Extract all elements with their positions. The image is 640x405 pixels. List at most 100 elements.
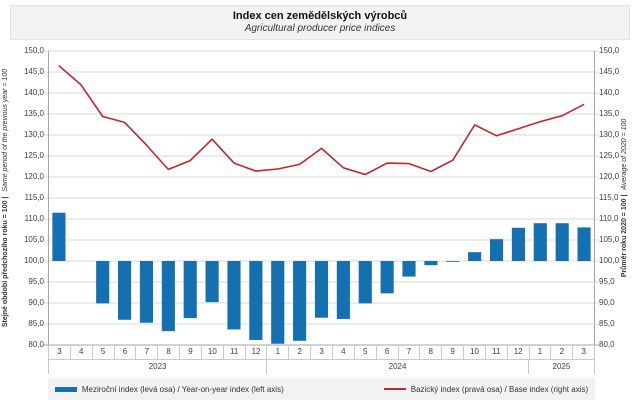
x-month-2023-3: 3 xyxy=(49,345,71,359)
y-tick-right: 85,0 xyxy=(599,319,615,328)
x-month-2023-4: 4 xyxy=(71,345,93,359)
x-month-2023-8: 8 xyxy=(158,345,181,359)
y-tick-right: 150,0 xyxy=(599,46,620,55)
x-year-2025: 2025 xyxy=(529,360,595,374)
bar-2024-6 xyxy=(380,261,394,294)
x-month-2024-9: 9 xyxy=(442,345,465,359)
y-tick-left: 110,0 xyxy=(24,214,44,223)
y-tick-left: 120,0 xyxy=(23,172,44,181)
x-axis-year-row: 2023 2024 2025 xyxy=(48,360,595,374)
bar-2024-10 xyxy=(468,252,482,261)
bar-2024-8 xyxy=(424,261,438,266)
y-tick-right: 110,0 xyxy=(599,214,619,223)
y-tick-left: 90,0 xyxy=(28,298,44,307)
x-month-2023-5: 5 xyxy=(93,345,115,359)
chart-title-band: Index cen zemědělských výrobců Agricultu… xyxy=(10,5,630,40)
y-tick-left: 100,0 xyxy=(23,256,44,265)
y-tick-left: 115,0 xyxy=(24,193,44,202)
bar-2024-2 xyxy=(293,261,307,341)
y-tick-left: 150,0 xyxy=(23,46,44,55)
x-month-2023-11: 11 xyxy=(224,345,246,359)
bar-2023-11 xyxy=(227,261,241,330)
y-tick-right: 120,0 xyxy=(599,172,620,181)
bar-2024-11 xyxy=(489,239,504,261)
y-tick-left: 85,0 xyxy=(28,319,44,328)
bar-2023-7 xyxy=(139,261,154,323)
bar-2023-10 xyxy=(205,261,219,303)
x-month-2024-10: 10 xyxy=(464,345,486,359)
x-month-2024-6: 6 xyxy=(377,345,399,359)
x-month-2023-10: 10 xyxy=(202,345,224,359)
y-tick-right: 125,0 xyxy=(599,151,620,160)
bar-2024-12 xyxy=(511,227,525,261)
x-month-2023-7: 7 xyxy=(136,345,159,359)
left-axis-title-en: Same period of the previous year = 100 xyxy=(2,68,9,192)
x-month-2024-3: 3 xyxy=(311,345,333,359)
legend-bar-marker xyxy=(54,386,77,392)
base-index-line xyxy=(58,65,585,176)
plot-area xyxy=(44,50,599,346)
y-tick-right: 130,0 xyxy=(599,130,620,139)
bar-2023-5 xyxy=(96,261,110,304)
x-month-2023-9: 9 xyxy=(180,345,202,359)
y-tick-right: 115,0 xyxy=(599,193,619,202)
y-tick-left: 140,0 xyxy=(23,88,44,97)
y-tick-right: 135,0 xyxy=(599,109,620,118)
bar-2024-4 xyxy=(336,261,350,319)
legend-item: Meziroční index (levá osa) / Year-on-yea… xyxy=(54,384,284,394)
bar-2024-9 xyxy=(446,261,460,262)
y-tick-right: 100,0 xyxy=(599,256,620,265)
legend-item: Bazický index (pravá osa) / Base index (… xyxy=(383,384,589,394)
bar-2025-1 xyxy=(533,223,547,261)
bar-2025-3 xyxy=(577,227,591,261)
bar-2024-5 xyxy=(358,261,372,304)
y-tick-right: 105,0 xyxy=(599,235,620,244)
chart-subtitle: Agricultural producer price indices xyxy=(244,23,396,34)
x-month-2023-12: 12 xyxy=(246,345,268,359)
bar-2023-8 xyxy=(161,261,175,332)
y-tick-right: 90,0 xyxy=(599,298,615,307)
left-axis-title: Stejné období předchozího roku = 100 | S… xyxy=(2,48,14,348)
x-month-2024-7: 7 xyxy=(399,345,421,359)
x-month-2024-4: 4 xyxy=(333,345,355,359)
bar-2023-3 xyxy=(52,212,66,261)
x-month-2025-2: 2 xyxy=(551,345,574,359)
x-month-2025-1: 1 xyxy=(530,345,552,359)
legend-line-marker xyxy=(383,388,406,390)
y-tick-left: 80,0 xyxy=(28,340,44,349)
bar-2023-12 xyxy=(249,261,263,340)
legend-label: Meziroční index (levá osa) / Year-on-yea… xyxy=(81,384,284,394)
x-month-2024-2: 2 xyxy=(289,345,312,359)
x-month-2024-8: 8 xyxy=(420,345,443,359)
bar-2023-6 xyxy=(118,261,132,320)
x-year-2023: 2023 xyxy=(49,360,268,374)
y-tick-left: 105,0 xyxy=(23,235,44,244)
x-year-2024: 2024 xyxy=(267,360,529,374)
y-tick-left: 145,0 xyxy=(23,67,44,76)
legend: Meziroční index (levá osa) / Year-on-yea… xyxy=(48,378,595,400)
x-month-2024-5: 5 xyxy=(355,345,377,359)
bar-2024-1 xyxy=(271,261,285,344)
x-month-2024-12: 12 xyxy=(508,345,530,359)
x-month-2023-6: 6 xyxy=(115,345,137,359)
y-tick-left: 95,0 xyxy=(28,277,44,286)
y-tick-right: 140,0 xyxy=(599,88,620,97)
bar-2023-9 xyxy=(183,261,197,319)
y-tick-left: 130,0 xyxy=(23,130,44,139)
chart-title: Index cen zemědělských výrobců xyxy=(232,10,408,22)
x-axis-month-row: 3 4 5 6 7 8 9 10 11 12 1 2 3 4 5 6 7 8 9 10 11 12 1 2 3 xyxy=(48,345,596,360)
y-tick-left: 135,0 xyxy=(23,109,44,118)
bar-2025-2 xyxy=(555,223,569,261)
legend-label: Bazický index (pravá osa) / Base index (… xyxy=(410,384,589,394)
y-tick-right: 145,0 xyxy=(599,67,620,76)
y-tick-left: 125,0 xyxy=(23,151,44,160)
bar-2024-3 xyxy=(314,261,329,318)
y-tick-right: 80,0 xyxy=(599,340,615,349)
left-axis-title-cs: Stejné období předchozího roku = 100 | xyxy=(2,196,9,328)
bar-2024-7 xyxy=(402,261,416,277)
x-month-2024-1: 1 xyxy=(267,345,290,359)
x-month-2024-11: 11 xyxy=(486,345,508,359)
y-tick-right: 95,0 xyxy=(599,277,615,286)
x-month-2025-3: 3 xyxy=(573,345,596,359)
